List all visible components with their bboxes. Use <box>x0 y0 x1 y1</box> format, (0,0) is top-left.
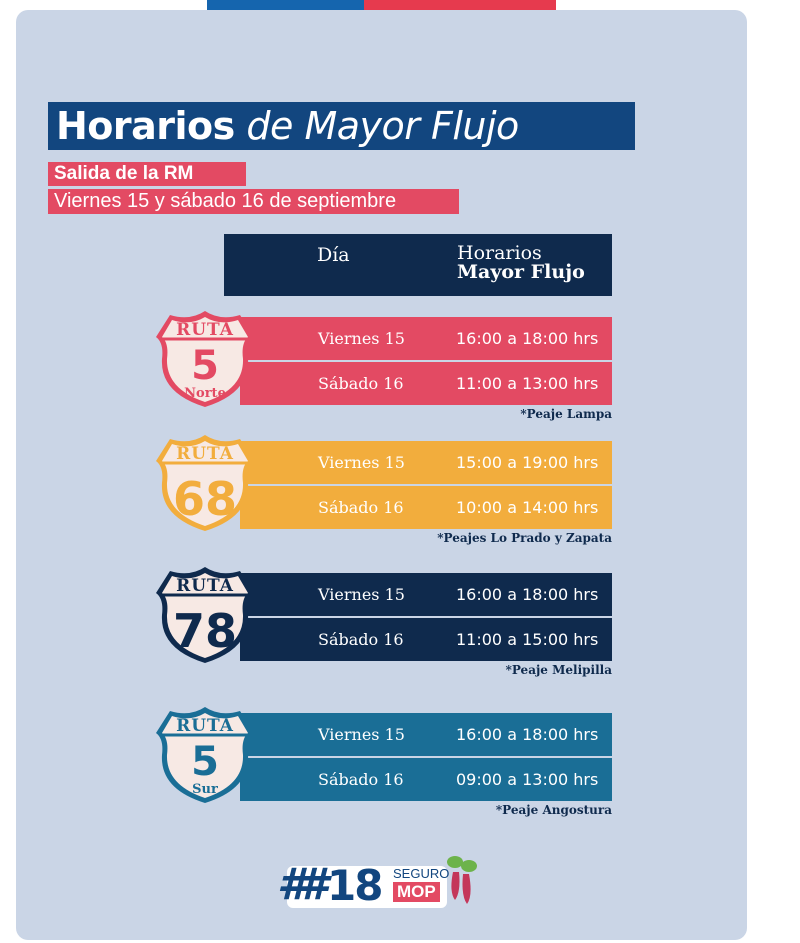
row-time: 16:00 a 18:00 hrs <box>456 329 599 348</box>
row-day: Sábado 16 <box>318 374 404 393</box>
flag-stripe-blue <box>207 0 364 10</box>
row-day: Viernes 15 <box>318 585 405 604</box>
route-schedule-rows: Viernes 15 16:00 a 18:00 hrs Sábado 16 11:0… <box>240 573 612 661</box>
toll-note: *Peajes Lo Prado y Zapata <box>437 531 612 545</box>
header-hours: Horarios Mayor Flujo <box>457 244 585 282</box>
svg-text:RUTA: RUTA <box>176 576 234 596</box>
logo-seguro: SEGURO <box>393 866 450 881</box>
row-day: Viernes 15 <box>318 329 405 348</box>
page-title: Horarios de Mayor Flujo <box>48 102 635 150</box>
header-hours-line1: Horarios <box>457 242 542 264</box>
table-row: Sábado 16 11:00 a 13:00 hrs <box>240 362 612 405</box>
svg-text:78: 78 <box>173 604 237 658</box>
table-row: Sábado 16 09:00 a 13:00 hrs <box>240 758 612 801</box>
route-shield-icon: RUTA 78 <box>150 563 260 667</box>
copihue-flower-icon <box>447 856 477 904</box>
row-time: 15:00 a 19:00 hrs <box>456 453 599 472</box>
svg-text:68: 68 <box>173 472 237 526</box>
row-time: 10:00 a 14:00 hrs <box>456 498 599 517</box>
svg-text:RUTA: RUTA <box>176 444 234 464</box>
header-day: Día <box>317 244 350 266</box>
logo-number: 18 <box>327 861 383 910</box>
row-time: 11:00 a 13:00 hrs <box>456 374 599 393</box>
toll-note: *Peaje Melipilla <box>505 663 612 677</box>
header-hours-line2: Mayor Flujo <box>457 261 585 283</box>
row-time: 16:00 a 18:00 hrs <box>456 585 599 604</box>
seguro-mop-logo: ## 18 SEGURO MOP <box>275 852 480 918</box>
subtitle-dates: Viernes 15 y sábado 16 de septiembre <box>48 189 459 214</box>
route-shield-icon: RUTA 5 Sur <box>150 703 260 807</box>
table-row: Sábado 16 11:00 a 15:00 hrs <box>240 618 612 661</box>
table-row: Sábado 16 10:00 a 14:00 hrs <box>240 486 612 529</box>
table-row: Viernes 15 16:00 a 18:00 hrs <box>240 317 612 360</box>
row-time: 16:00 a 18:00 hrs <box>456 725 599 744</box>
row-time: 09:00 a 13:00 hrs <box>456 770 599 789</box>
row-day: Viernes 15 <box>318 725 405 744</box>
toll-note: *Peaje Lampa <box>520 407 612 421</box>
svg-text:RUTA: RUTA <box>176 320 234 340</box>
route-shield-icon: RUTA 68 <box>150 431 260 535</box>
logo-hash: ## <box>277 859 328 910</box>
table-row: Viernes 15 16:00 a 18:00 hrs <box>240 573 612 616</box>
toll-note: *Peaje Angostura <box>495 803 612 817</box>
row-day: Viernes 15 <box>318 453 405 472</box>
logo-mop: MOP <box>393 882 440 902</box>
svg-text:RUTA: RUTA <box>176 716 234 736</box>
route-schedule-rows: Viernes 15 16:00 a 18:00 hrs Sábado 16 09:0… <box>240 713 612 801</box>
row-day: Sábado 16 <box>318 630 404 649</box>
svg-text:Norte: Norte <box>184 386 226 401</box>
title-part2: de Mayor Flujo <box>246 104 519 148</box>
title-part1: Horarios <box>56 104 235 148</box>
route-schedule-rows: Viernes 15 16:00 a 18:00 hrs Sábado 16 11:0… <box>240 317 612 405</box>
svg-text:Sur: Sur <box>192 782 218 797</box>
row-time: 11:00 a 15:00 hrs <box>456 630 599 649</box>
svg-text:5: 5 <box>191 343 219 389</box>
flag-stripe-red <box>364 0 556 10</box>
route-schedule-rows: Viernes 15 15:00 a 19:00 hrs Sábado 16 10:0… <box>240 441 612 529</box>
route-shield-icon: RUTA 5 Norte <box>150 307 260 411</box>
table-header: Día Horarios Mayor Flujo <box>224 234 612 296</box>
subtitle-departure: Salida de la RM <box>48 162 246 186</box>
row-day: Sábado 16 <box>318 498 404 517</box>
svg-text:5: 5 <box>191 739 219 785</box>
table-row: Viernes 15 16:00 a 18:00 hrs <box>240 713 612 756</box>
table-row: Viernes 15 15:00 a 19:00 hrs <box>240 441 612 484</box>
row-day: Sábado 16 <box>318 770 404 789</box>
